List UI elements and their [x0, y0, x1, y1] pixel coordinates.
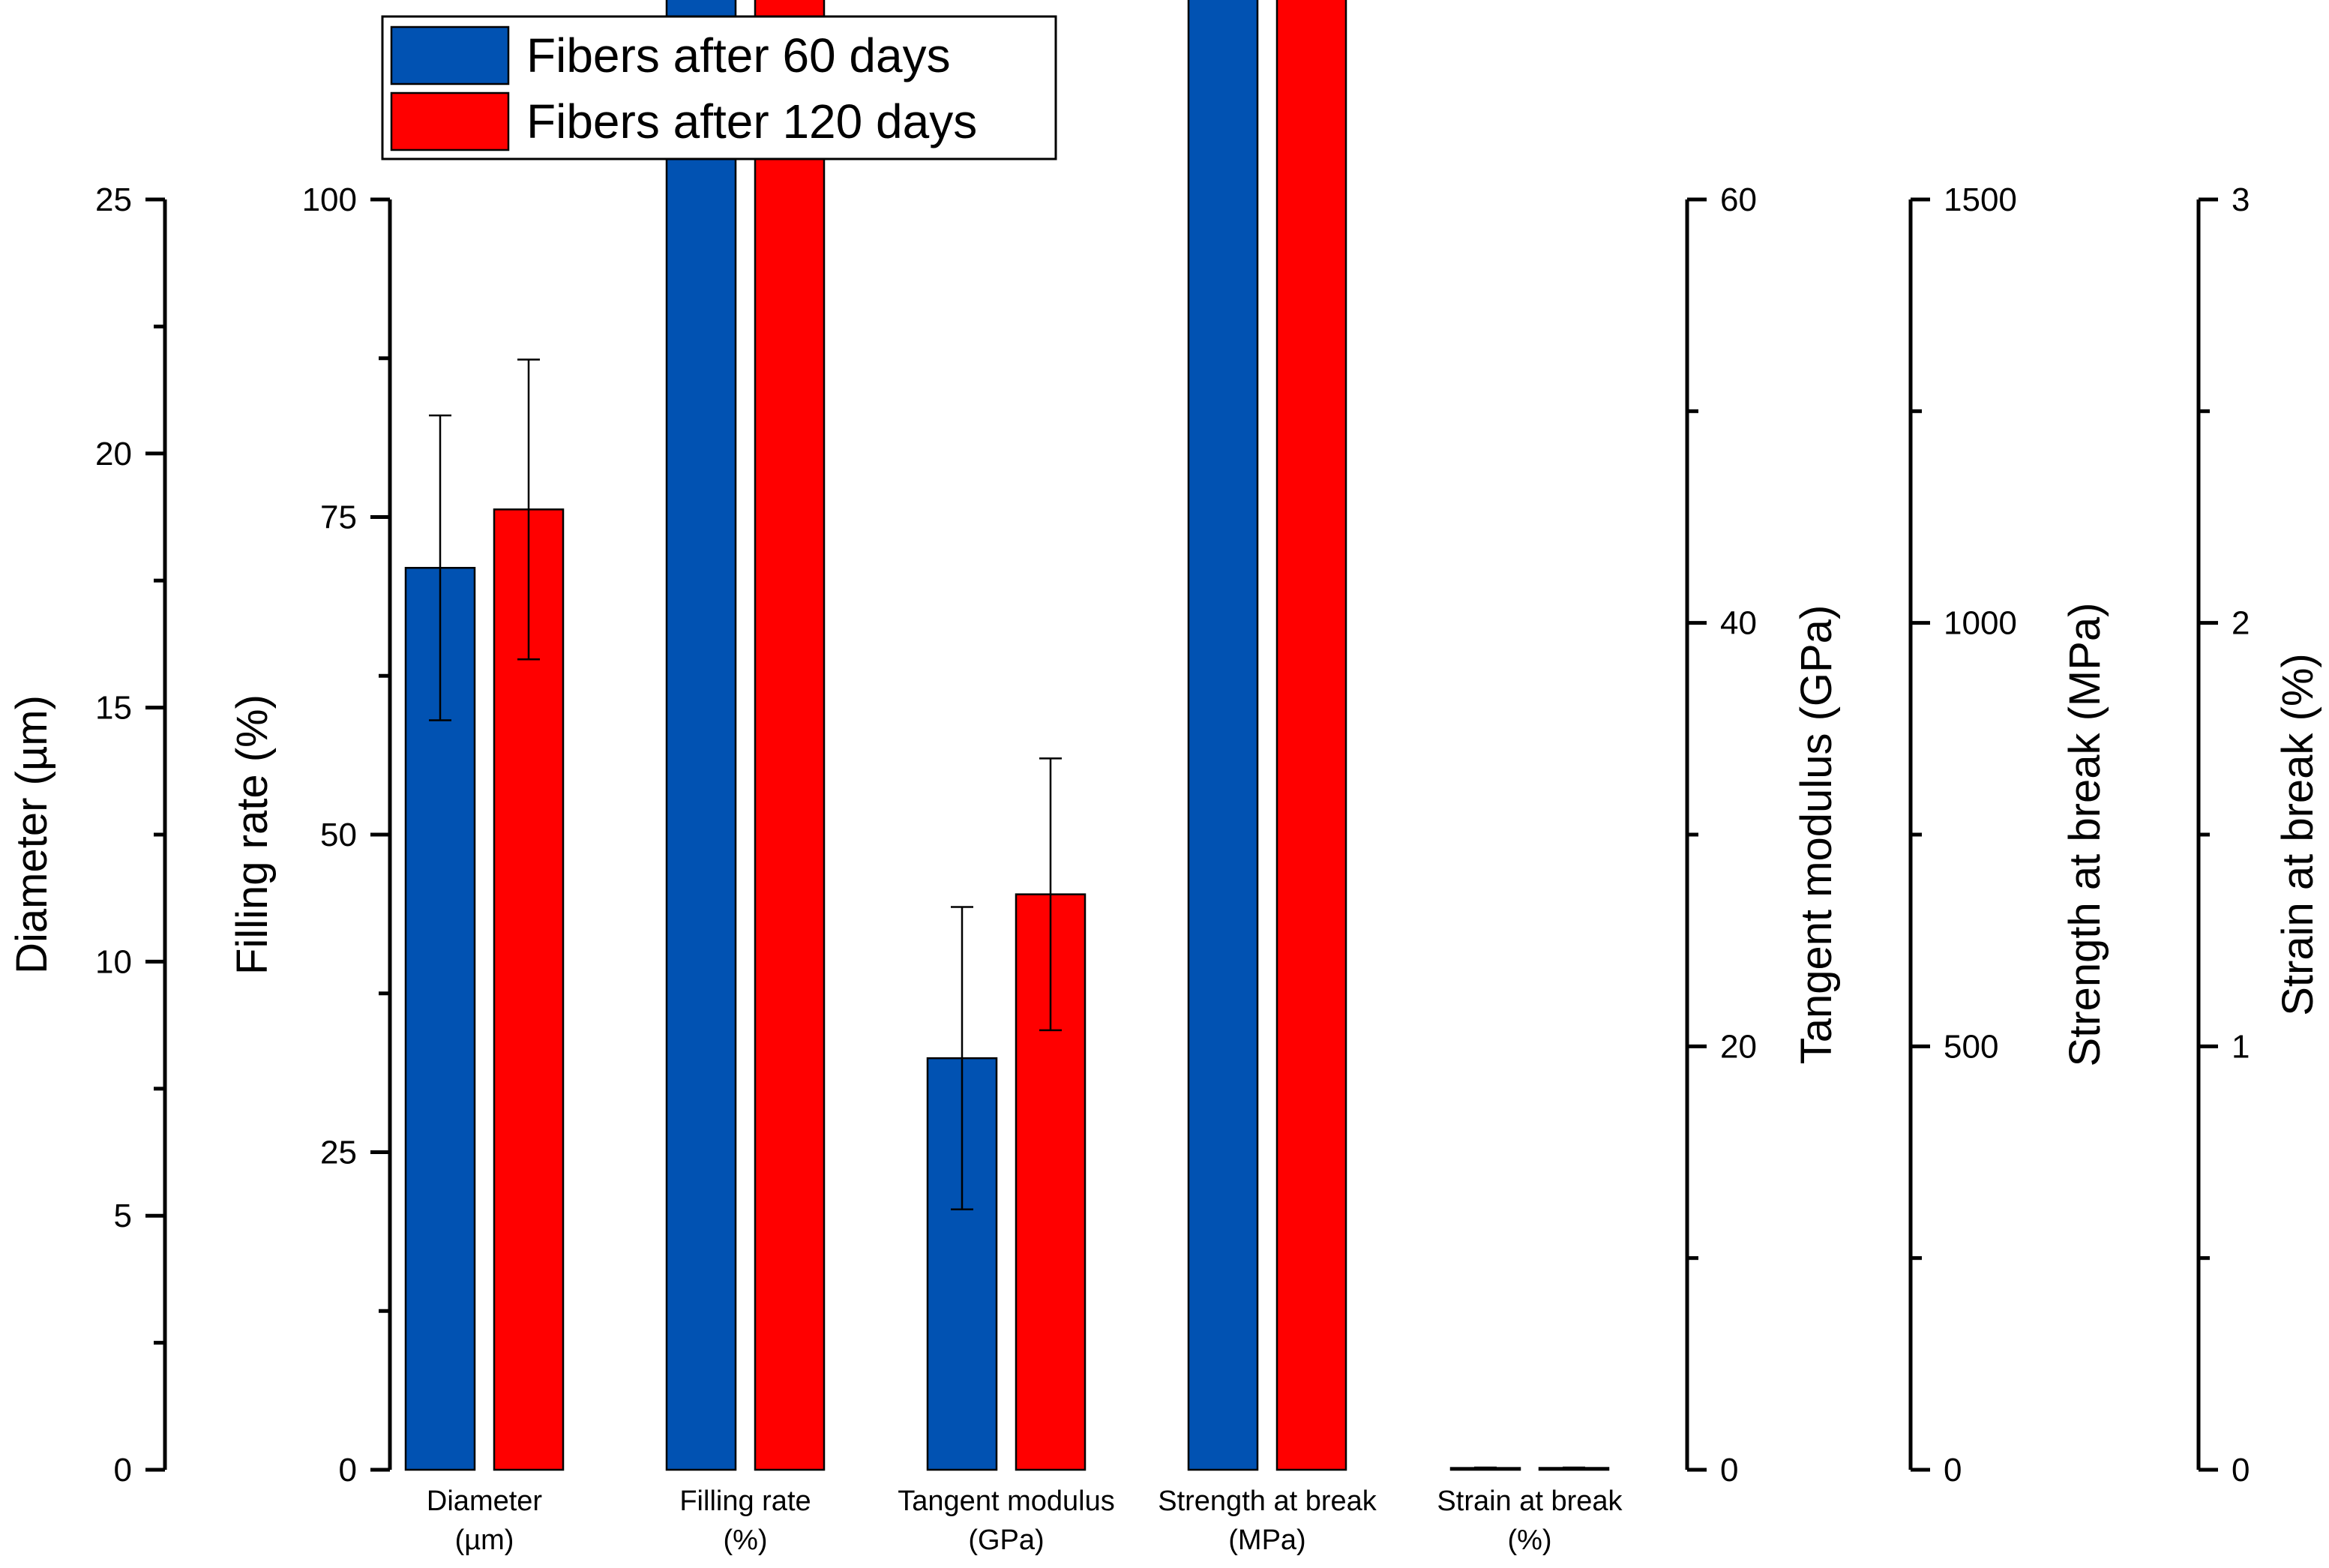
category-unit-strain-at-break: (%) — [1507, 1525, 1551, 1556]
legend-swatch-120-days — [390, 91, 510, 151]
diameter-m-tick-label: 10 — [95, 943, 132, 980]
diameter-m-tick-label: 5 — [114, 1198, 132, 1234]
diameter-m-tick-label: 15 — [95, 690, 132, 727]
filling-rate-tick-label: 100 — [302, 181, 357, 218]
bars-layer — [404, 0, 1610, 1471]
category-label-tangent-modulus: Tangent modulus — [898, 1486, 1114, 1517]
strain-at-break-axis-title: Strain at break (%) — [2274, 653, 2322, 1016]
bar-fibers-after-120-days-strength-at-break — [1275, 0, 1347, 1471]
diameter-m-tick-label: 20 — [95, 436, 132, 472]
filling-rate-axis-title: Filling rate (%) — [228, 694, 277, 975]
strength-at-break-mpa-tick-label: 500 — [1944, 1028, 1998, 1065]
legend-swatch-60-days — [390, 25, 510, 85]
diameter-m-tick-label: 0 — [114, 1452, 132, 1489]
category-label-strength-at-break: Strength at break — [1158, 1486, 1377, 1517]
category-unit-tangent-modulus: (GPa) — [968, 1525, 1044, 1556]
filling-rate-tick-label: 25 — [320, 1135, 357, 1171]
category-unit-diameter: (µm) — [455, 1525, 514, 1556]
bar-fibers-after-60-days-strength-at-break — [1187, 0, 1259, 1471]
category-label-filling-rate: Filling rate — [679, 1486, 811, 1517]
diameter-m-axis-title: Diameter (µm) — [7, 695, 56, 974]
tangent-modulus-gpa-tick-label: 20 — [1720, 1028, 1757, 1065]
strain-at-break-tick-label: 0 — [2232, 1452, 2250, 1489]
filling-rate-tick-label: 75 — [320, 499, 357, 536]
diameter-m-tick-label: 25 — [95, 181, 132, 218]
tangent-modulus-gpa-tick-label: 40 — [1720, 605, 1757, 642]
tangent-modulus-gpa-axis-title: Tangent modulus (GPa) — [1792, 605, 1841, 1065]
category-label-strain-at-break: Strain at break — [1437, 1486, 1623, 1517]
category-unit-strength-at-break: (MPa) — [1228, 1525, 1305, 1556]
strain-at-break-tick-label: 2 — [2232, 605, 2250, 642]
category-labels: Diameter (µm) Filling rate (%) Tangent modul… — [427, 1486, 1623, 1556]
strength-at-break-mpa-tick-label: 1500 — [1944, 181, 2017, 218]
legend: Fibers after 60 days Fibers after 120 da… — [381, 15, 1057, 160]
strain-at-break-tick-label: 3 — [2232, 181, 2250, 218]
tangent-modulus-gpa-tick-label: 60 — [1720, 181, 1757, 218]
bar-fibers-after-60-days-filling-rate — [665, 0, 737, 1471]
category-label-diameter: Diameter — [427, 1486, 542, 1517]
category-unit-filling-rate: (%) — [723, 1525, 767, 1556]
strength-at-break-mpa-tick-label: 0 — [1944, 1452, 1962, 1489]
legend-label-60-days: Fibers after 60 days — [526, 28, 951, 82]
filling-rate-tick-label: 50 — [320, 817, 357, 853]
tangent-modulus-gpa-tick-label: 0 — [1720, 1452, 1738, 1489]
strain-at-break-tick-label: 1 — [2232, 1028, 2250, 1065]
strength-at-break-mpa-tick-label: 1000 — [1944, 605, 2017, 642]
legend-label-120-days: Fibers after 120 days — [526, 94, 977, 148]
strength-at-break-mpa-axis-title: Strength at break (MPa) — [2061, 603, 2109, 1067]
error-bars-layer — [429, 358, 1585, 1470]
bar-fibers-after-120-days-filling-rate — [754, 0, 826, 1471]
filling-rate-tick-label: 0 — [339, 1452, 357, 1489]
